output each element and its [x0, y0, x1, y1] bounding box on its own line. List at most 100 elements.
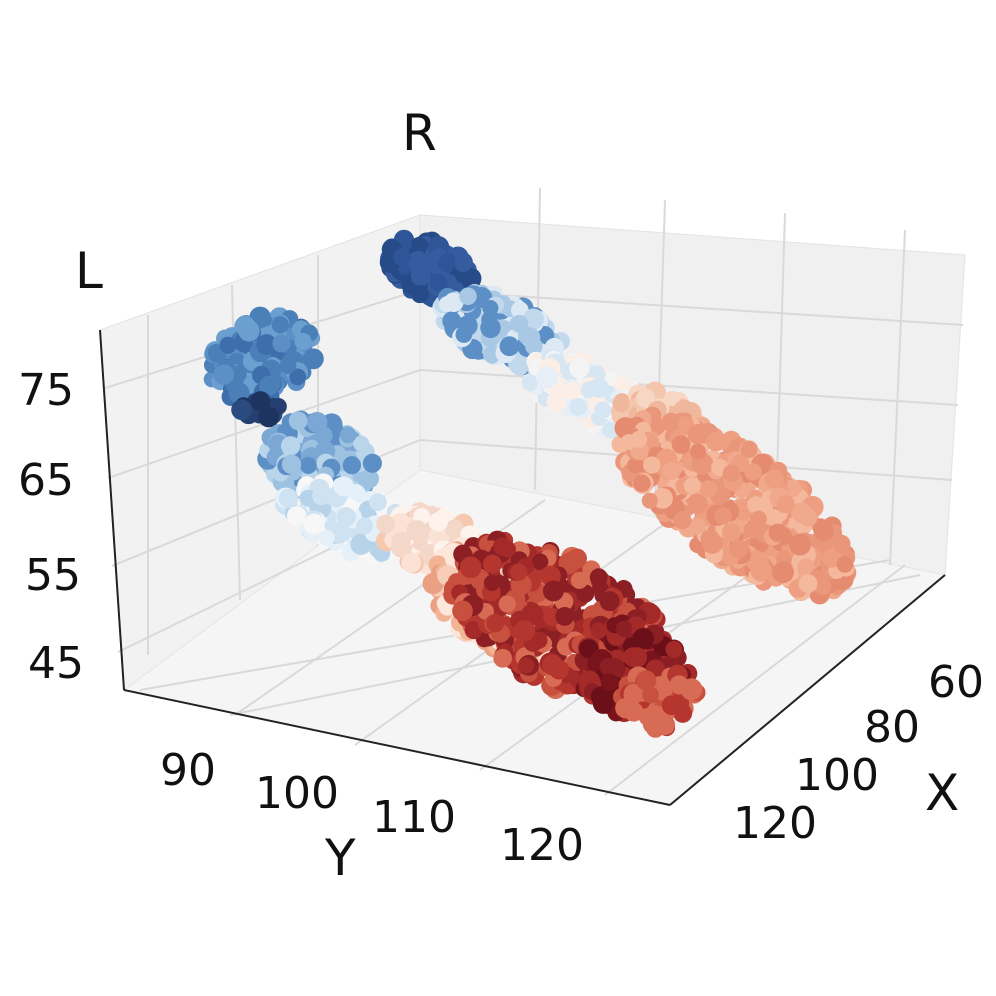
scatter-point-right: [687, 423, 708, 445]
scatter-point-right: [594, 401, 612, 419]
scatter-point-left: [281, 454, 302, 475]
scatter-point-left: [259, 375, 279, 396]
scatter-point-right: [562, 381, 581, 400]
scatter-point-left: [350, 533, 372, 555]
scatter-point-left: [600, 673, 619, 692]
scatter-point-right: [521, 374, 539, 391]
scatter-point-left: [518, 657, 535, 674]
scatter-point-right: [832, 534, 851, 553]
scatter-point-left: [336, 507, 356, 527]
scatter-point-left: [279, 357, 297, 374]
scatter-point-left: [671, 694, 690, 712]
scatter-point-right: [620, 434, 637, 451]
scatter-point-left: [567, 548, 587, 569]
scatter-point-left: [483, 574, 500, 591]
scatter-point-left: [530, 631, 548, 649]
scatter-point-right: [662, 461, 681, 481]
y-tick-labels: 90 100 110 120: [160, 745, 584, 871]
z-tick-label: 65: [18, 455, 74, 506]
scatter-point-right: [836, 555, 854, 573]
scatter-point-right: [569, 398, 587, 416]
scatter-point-right: [459, 267, 482, 290]
scatter-point-left: [521, 603, 544, 626]
scatter-point-right: [683, 477, 701, 495]
scatter-point-left: [632, 627, 654, 650]
scatter-point-right: [410, 285, 429, 304]
scatter-point-right: [689, 443, 706, 460]
scatter-point-right: [588, 377, 609, 398]
scatter-point-right: [740, 440, 758, 458]
y-tick-label: 120: [500, 820, 584, 871]
scatter-point-left: [555, 606, 575, 626]
scatter-point-left: [289, 368, 307, 386]
scatter-point-left: [623, 701, 644, 722]
scatter-point-left: [590, 622, 607, 639]
scatter-point-left: [492, 537, 512, 556]
scatter-points: [203, 229, 857, 738]
scatter-point-right: [641, 492, 658, 509]
scatter-point-right: [646, 417, 666, 436]
scatter-point-left: [636, 670, 657, 691]
scatter-point-left: [376, 514, 395, 534]
scatter-point-right: [798, 574, 818, 593]
scatter-point-left: [498, 595, 516, 613]
y-tick-label: 110: [372, 792, 456, 843]
x-tick-label: 120: [733, 798, 817, 849]
scatter-point-right: [407, 250, 428, 271]
scatter-point-left: [589, 568, 608, 587]
scatter-point-left: [369, 493, 387, 512]
scatter-point-right: [764, 469, 784, 489]
scatter-point-left: [459, 556, 482, 579]
scatter-point-left: [286, 506, 307, 526]
scatter-point-left: [356, 517, 373, 535]
scatter-point-right: [687, 493, 708, 515]
z-tick-labels: 75 65 55 45: [18, 365, 84, 689]
scatter-point-left: [482, 554, 502, 574]
y-axis-label: Y: [324, 829, 356, 887]
scatter-point-right: [525, 337, 543, 356]
scatter-point-right: [791, 502, 812, 524]
scatter-point-right: [776, 495, 795, 514]
annotation-right: R: [402, 104, 437, 162]
scatter-point-left: [362, 453, 382, 473]
scatter-point-left: [213, 364, 235, 385]
scatter-point-right: [813, 520, 834, 542]
z-tick-label: 45: [28, 638, 84, 689]
scatter-point-right: [453, 252, 473, 272]
scatter-point-left: [626, 647, 648, 668]
scatter-point-left: [258, 406, 280, 428]
scatter-point-right: [499, 336, 520, 357]
scatter-point-right: [750, 510, 767, 528]
scatter-point-left: [302, 348, 324, 370]
scatter-point-left: [353, 435, 370, 452]
scatter-point-right: [459, 287, 477, 306]
scatter-point-right: [701, 532, 723, 554]
scatter-point-left: [599, 591, 620, 612]
x-axis-label: X: [925, 764, 959, 822]
scatter-point-right: [744, 463, 762, 481]
scatter-point-left: [294, 332, 312, 351]
axis-spines: [99, 329, 946, 806]
scatter-point-left: [428, 525, 450, 546]
scatter-point-right: [706, 431, 726, 452]
scatter-point-left: [391, 532, 411, 551]
x-tick-label: 60: [928, 657, 984, 708]
z-tick-label: 55: [25, 550, 81, 601]
scatter-point-left: [445, 519, 464, 539]
scatter-point-right: [480, 317, 501, 339]
scatter-point-right: [612, 394, 631, 413]
scatter-point-right: [789, 533, 811, 556]
z-tick-label: 75: [18, 365, 74, 416]
scatter-point-right: [443, 292, 464, 312]
scatter-point-left: [615, 620, 633, 637]
scatter-point-left: [256, 334, 278, 356]
x-tick-label: 80: [864, 702, 920, 753]
scatter-point-right: [661, 412, 681, 432]
scatter-point-left: [272, 334, 291, 353]
scatter-point-left: [654, 714, 676, 735]
scatter-point-right: [510, 314, 529, 333]
scatter-point-right: [689, 518, 707, 535]
scatter-point-left: [642, 686, 659, 704]
scatter-point-right: [714, 507, 732, 525]
